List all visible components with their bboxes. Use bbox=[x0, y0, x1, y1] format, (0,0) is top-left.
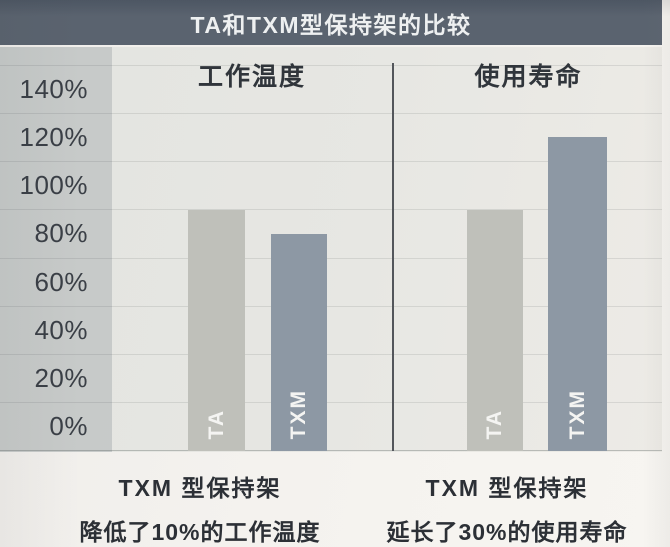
bar-txm-temperature: TXM bbox=[271, 234, 327, 451]
caption-working-temperature: TXM 型保持架 降低了10%的工作温度 bbox=[0, 452, 352, 547]
bar-ta-life: TA bbox=[467, 210, 523, 451]
chart-title-bar: TA和TXM型保持架的比较 bbox=[0, 0, 662, 45]
y-axis-tick-label: 120% bbox=[19, 122, 88, 153]
gridline-band: 80% bbox=[0, 209, 662, 257]
gridline-band: 100% bbox=[0, 161, 662, 209]
caption-area: TXM 型保持架 降低了10%的工作温度 TXM 型保持架 延长了30%的使用寿… bbox=[0, 452, 662, 547]
caption-line: TXM 型保持架 bbox=[118, 475, 282, 501]
y-axis-tick-label: 20% bbox=[34, 362, 88, 393]
chart-title: TA和TXM型保持架的比较 bbox=[190, 11, 472, 38]
y-axis-tick-label: 40% bbox=[34, 314, 88, 345]
bar-category-label: TA bbox=[204, 408, 228, 439]
y-axis-tick-label: 0% bbox=[49, 410, 88, 441]
bar-ta-temperature: TA bbox=[188, 210, 245, 451]
panel-title-service-life: 使用寿命 bbox=[474, 63, 583, 91]
bar-category-label: TXM bbox=[565, 388, 589, 439]
gridline-band: 0% bbox=[0, 401, 662, 450]
panel-title-working-temperature: 工作温度 bbox=[197, 63, 306, 91]
y-axis-column bbox=[0, 47, 112, 452]
bar-chart: 140% 120% 100% 80% 60% 40% 20% 0% 工作温度 使用寿命 TA T… bbox=[0, 47, 662, 452]
gridline-band: 40% bbox=[0, 305, 662, 354]
bar-category-label: TXM bbox=[287, 388, 310, 439]
gridline-area: 140% 120% 100% 80% 60% 40% 20% 0% bbox=[0, 65, 662, 451]
gridline-band: 140% bbox=[0, 65, 662, 113]
gridline-band: 20% bbox=[0, 353, 662, 402]
y-axis-tick-label: 80% bbox=[34, 218, 88, 249]
y-axis-tick-label: 140% bbox=[19, 74, 88, 105]
gridline-band: 120% bbox=[0, 113, 662, 161]
panel-divider-line bbox=[392, 63, 394, 451]
caption-line: TXM 型保持架 bbox=[425, 475, 589, 501]
caption-service-life: TXM 型保持架 延长了30%的使用寿命 bbox=[352, 452, 662, 547]
y-axis-tick-label: 100% bbox=[19, 170, 88, 201]
gridline-band: 60% bbox=[0, 257, 662, 306]
bar-txm-life: TXM bbox=[548, 137, 607, 451]
caption-line: 延长了30%的使用寿命 bbox=[386, 519, 628, 545]
bar-category-label: TA bbox=[483, 408, 506, 439]
y-axis-tick-label: 60% bbox=[34, 266, 88, 297]
caption-line: 降低了10%的工作温度 bbox=[79, 519, 321, 545]
